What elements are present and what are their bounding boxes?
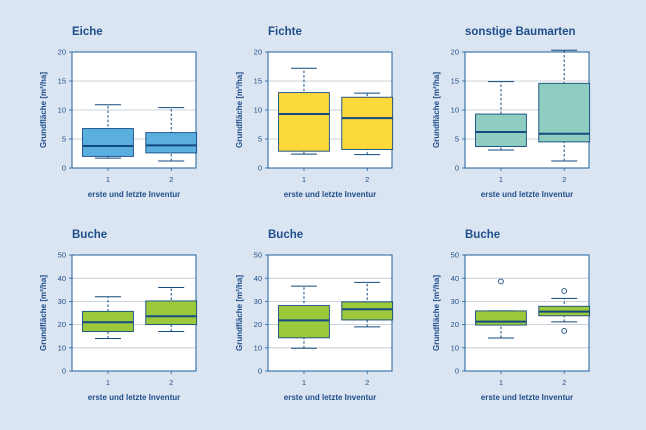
panel-title: sonstige Baumarten	[465, 26, 576, 38]
y-tick-label: 20	[254, 48, 262, 57]
y-axis-label: Grundfläche [m²/ha]	[432, 72, 441, 148]
y-tick-label: 15	[451, 77, 459, 86]
iqr-box	[145, 300, 198, 326]
y-tick-label: 40	[254, 274, 262, 283]
box	[538, 49, 591, 162]
box	[475, 81, 527, 151]
y-tick-label: 0	[62, 367, 66, 376]
box	[341, 92, 394, 156]
y-tick-label: 0	[455, 367, 459, 376]
y-tick-label: 20	[451, 320, 459, 329]
iqr-box	[145, 132, 198, 154]
y-tick-label: 0	[62, 164, 66, 173]
y-tick-label: 30	[451, 297, 459, 306]
y-axis-label: Grundfläche [m²/ha]	[235, 72, 244, 148]
box	[145, 107, 198, 162]
x-tick-label: 2	[169, 378, 173, 387]
x-tick-label: 2	[365, 175, 369, 184]
y-tick-label: 30	[254, 297, 262, 306]
box	[538, 288, 591, 334]
y-tick-label: 30	[58, 297, 66, 306]
iqr-box	[82, 128, 134, 157]
outlier-point	[561, 288, 568, 294]
panel-title: Buche	[72, 229, 107, 241]
x-tick-label: 2	[562, 175, 566, 184]
y-axis-label: Grundfläche [m²/ha]	[432, 275, 441, 351]
x-axis-label: erste und letzte Inventur	[284, 190, 376, 199]
outlier-point	[498, 278, 504, 285]
box	[278, 67, 330, 155]
y-tick-label: 10	[451, 106, 459, 115]
x-tick-label: 2	[169, 175, 173, 184]
y-tick-label: 40	[451, 274, 459, 283]
y-tick-label: 10	[58, 343, 66, 352]
y-tick-label: 50	[58, 251, 66, 260]
x-tick-label: 1	[106, 378, 110, 387]
iqr-box	[538, 82, 591, 143]
y-tick-label: 10	[451, 343, 459, 352]
x-tick-label: 1	[302, 175, 306, 184]
x-tick-label: 1	[499, 378, 503, 387]
box-plot-panel: Fichte 0 5 10 15 20 Grundfläche [m²/ha] 1 2 erste…	[235, 26, 394, 199]
panel-title: Buche	[465, 229, 500, 241]
y-tick-label: 20	[58, 320, 66, 329]
box	[82, 296, 134, 340]
y-tick-label: 0	[258, 164, 262, 173]
y-axis-label: Grundfläche [m²/ha]	[39, 72, 48, 148]
y-tick-label: 20	[254, 320, 262, 329]
box-plot-panel: Buche 0 10 20 30 40 50 Grundfläche [m²/ha] 1 2 ers…	[39, 229, 198, 402]
panel-title: Fichte	[268, 26, 302, 38]
y-tick-label: 10	[58, 106, 66, 115]
plot-frame	[71, 51, 197, 169]
y-tick-label: 15	[58, 77, 66, 86]
box	[82, 104, 134, 159]
y-tick-label: 15	[254, 77, 262, 86]
x-tick-label: 1	[106, 175, 110, 184]
x-axis-label: erste und letzte Inventur	[88, 190, 180, 199]
box-plot-panel: sonstige Baumarten 0 5 10 15 20 Grundfläche [m…	[432, 26, 591, 199]
x-axis-label: erste und letzte Inventur	[481, 190, 573, 199]
iqr-box	[341, 96, 394, 150]
x-axis-label: erste und letzte Inventur	[284, 393, 376, 402]
x-tick-label: 2	[562, 378, 566, 387]
iqr-box	[475, 310, 527, 326]
y-tick-label: 5	[62, 135, 66, 144]
box-plot-panel: Buche 0 10 20 30 40 50 Grundfläche [m²/ha] 1 2 ers…	[432, 229, 591, 402]
iqr-box	[278, 92, 330, 152]
x-tick-label: 1	[499, 175, 503, 184]
panel-title: Eiche	[72, 26, 103, 38]
y-tick-label: 20	[58, 48, 66, 57]
y-tick-label: 40	[58, 274, 66, 283]
y-tick-label: 5	[455, 135, 459, 144]
box	[278, 285, 330, 349]
box	[341, 281, 394, 328]
y-axis-label: Grundfläche [m²/ha]	[235, 275, 244, 351]
x-tick-label: 1	[302, 378, 306, 387]
box	[145, 286, 198, 333]
y-tick-label: 10	[254, 106, 262, 115]
y-tick-label: 20	[451, 48, 459, 57]
y-tick-label: 5	[258, 135, 262, 144]
outlier-point	[561, 328, 568, 334]
y-tick-label: 50	[254, 251, 262, 260]
x-axis-label: erste und letzte Inventur	[88, 393, 180, 402]
box-plot-panel: Eiche 0 5 10 15 20 Grundfläche [m²/ha] 1 2 erste …	[39, 26, 198, 199]
x-tick-label: 2	[365, 378, 369, 387]
box	[475, 278, 527, 339]
iqr-box	[341, 301, 394, 321]
y-tick-label: 0	[455, 164, 459, 173]
panel-title: Buche	[268, 229, 303, 241]
box-plot-panel: Buche 0 10 20 30 40 50 Grundfläche [m²/ha] 1 2 ers…	[235, 229, 394, 402]
y-tick-label: 10	[254, 343, 262, 352]
x-axis-label: erste und letzte Inventur	[481, 393, 573, 402]
y-tick-label: 0	[258, 367, 262, 376]
y-axis-label: Grundfläche [m²/ha]	[39, 275, 48, 351]
iqr-box	[278, 305, 330, 339]
y-tick-label: 50	[451, 251, 459, 260]
iqr-box	[475, 113, 527, 147]
